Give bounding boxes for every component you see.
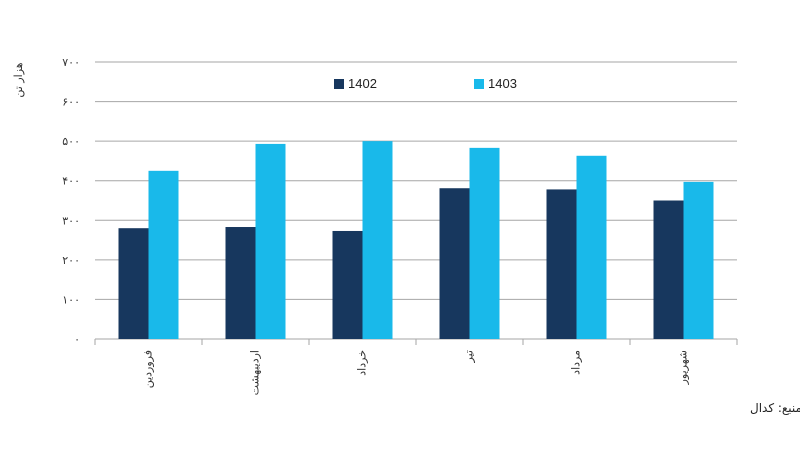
- bar-1403-1: [255, 143, 286, 339]
- bar-1403-2: [362, 141, 393, 339]
- y-tick-label: ۵۰۰: [62, 135, 80, 148]
- legend-label: 1403: [488, 76, 517, 91]
- y-tick-label: ۱۰۰: [62, 293, 80, 306]
- y-tick-label: ۲۰۰: [62, 254, 80, 267]
- category-label: شهریور: [677, 350, 690, 385]
- category-label: تیر: [463, 350, 476, 363]
- y-tick-label: ۰: [74, 333, 80, 346]
- y-tick-labels: ۰ ۱۰۰ ۲۰۰ ۳۰۰ ۴۰۰ ۵۰۰ ۶۰۰ ۷۰۰: [62, 56, 80, 346]
- bar-1402-4: [546, 189, 577, 339]
- bars: [118, 141, 714, 339]
- category-label: فروردین: [142, 350, 155, 388]
- bar-1403-3: [469, 147, 500, 339]
- category-label: خرداد: [356, 350, 369, 376]
- legend-swatch-1403: [474, 79, 484, 89]
- bar-1402-3: [439, 188, 470, 339]
- legend-label: 1402: [348, 76, 377, 91]
- y-tick-label: ۳۰۰: [62, 214, 80, 227]
- bar-1402-2: [332, 230, 363, 339]
- legend-swatch-1402: [334, 79, 344, 89]
- y-tick-label: ۴۰۰: [62, 175, 80, 188]
- category-label: مرداد: [570, 350, 583, 375]
- x-axis: [94, 339, 738, 345]
- bar-1403-4: [576, 155, 607, 339]
- bar-1402-0: [118, 228, 149, 339]
- bar-1402-1: [225, 227, 256, 339]
- y-axis-label: هزار تن: [12, 62, 25, 97]
- y-tick-label: ۷۰۰: [62, 56, 80, 69]
- bar-1402-5: [653, 200, 684, 339]
- source-note: منبع: کدال: [750, 401, 800, 415]
- bar-1403-5: [683, 181, 714, 339]
- category-labels: فروردین اردیبهشت خرداد تیر مرداد شهریور: [142, 350, 690, 395]
- bar-1403-0: [148, 170, 179, 339]
- category-label: اردیبهشت: [249, 350, 262, 395]
- gridlines: [95, 61, 737, 340]
- legend: 1402 1403: [334, 76, 517, 91]
- y-tick-label: ۶۰۰: [62, 96, 80, 109]
